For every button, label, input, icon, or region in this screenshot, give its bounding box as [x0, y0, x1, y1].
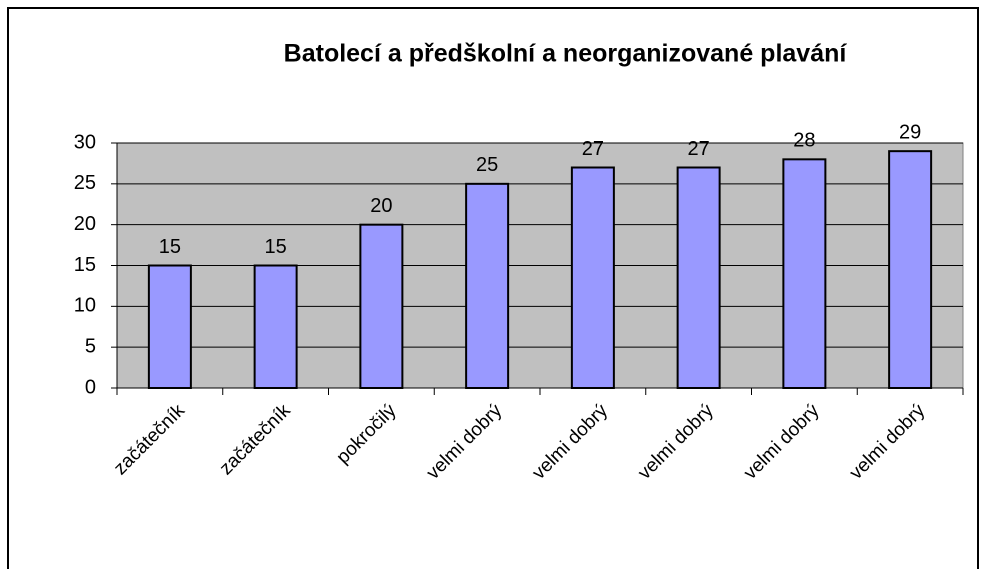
- y-tick-label: 15: [74, 254, 96, 276]
- y-tick-label: 0: [85, 376, 96, 398]
- y-tick-label: 25: [74, 172, 96, 194]
- value-label: 29: [899, 121, 921, 143]
- bar: [676, 166, 721, 389]
- y-tick-label: 5: [85, 335, 96, 357]
- value-label: 20: [370, 195, 392, 217]
- bar: [570, 166, 615, 389]
- y-tick-label: 20: [74, 213, 96, 235]
- bar: [782, 158, 827, 389]
- value-label: 27: [688, 138, 710, 160]
- value-label: 15: [159, 236, 181, 258]
- y-tick-label: 30: [74, 131, 96, 153]
- bar: [888, 150, 933, 389]
- bar: [253, 264, 298, 389]
- chart-title: Batolecí a předškolní a neorganizované p…: [284, 40, 848, 68]
- value-label: 27: [582, 138, 604, 160]
- bar: [465, 182, 510, 389]
- bar: [147, 264, 192, 389]
- value-label: 15: [265, 236, 287, 258]
- value-label: 25: [476, 154, 498, 176]
- y-tick-label: 10: [74, 295, 96, 317]
- bar: [359, 223, 404, 389]
- value-label: 28: [793, 130, 815, 152]
